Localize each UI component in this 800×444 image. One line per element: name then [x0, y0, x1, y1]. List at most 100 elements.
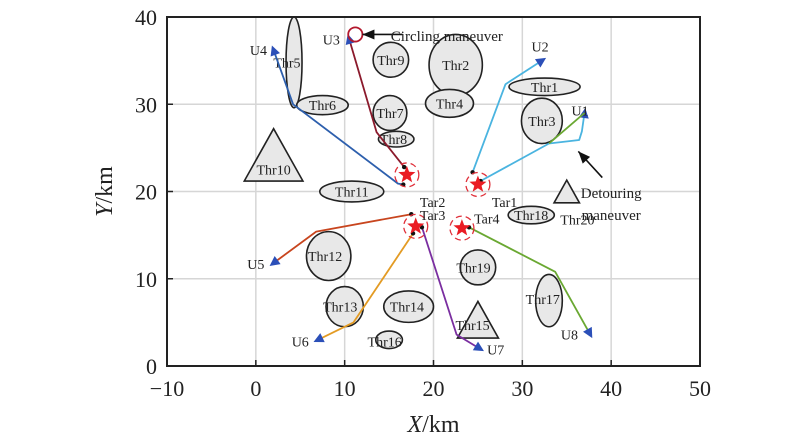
uav-label: U6: [292, 336, 309, 351]
threat-label: Thr11: [335, 186, 369, 201]
target-star-icon: [469, 175, 487, 192]
threat-ellipse: [507, 205, 556, 225]
threat-thr8: Thr8: [377, 130, 415, 148]
threat-thr1: Thr1: [508, 77, 581, 97]
y-axis-label: Y/km: [92, 166, 118, 217]
uav-path: [480, 112, 586, 182]
uav-u3: U3: [323, 34, 407, 170]
uav-path: [273, 213, 412, 264]
uav-u1-alt: [548, 112, 586, 145]
annotation: Detouring: [577, 150, 642, 202]
x-tick-label: 20: [423, 376, 445, 401]
uav-u5: U5: [247, 211, 414, 273]
uav-label: U4: [250, 44, 267, 59]
target-star-icon: [398, 165, 416, 183]
target-range-circle: [465, 171, 491, 198]
uav-marker-icon: [270, 45, 281, 57]
uav-marker-icon: [472, 341, 484, 352]
uav-label: U8: [561, 329, 578, 344]
x-tick-label: −10: [150, 376, 184, 401]
threat-label: Thr15: [455, 319, 489, 334]
x-tick-label: 0: [250, 376, 261, 401]
threat-label: Thr14: [390, 301, 424, 316]
threat-thr15: Thr15: [455, 299, 500, 339]
annotation-text: Circling maneuver: [391, 29, 503, 45]
threat-thr19: Thr19: [456, 249, 497, 286]
x-tick-label: 40: [600, 376, 622, 401]
uav-path: [317, 232, 414, 341]
target-tar3: Tar3: [403, 209, 445, 240]
uav-label: U7: [487, 343, 504, 358]
threat-label: Thr2: [442, 59, 469, 74]
threat-label: Thr10: [256, 164, 290, 179]
uav-path: [348, 38, 405, 168]
threat-thr12: Thr12: [305, 230, 352, 282]
x-axis-label: X/km: [406, 412, 459, 438]
threat-label: Thr3: [528, 115, 555, 130]
threat-label: Thr20: [560, 213, 594, 228]
threat-label: Thr7: [376, 107, 403, 122]
threat-ellipse: [318, 180, 385, 203]
annotation: maneuver: [582, 208, 641, 224]
threat-label: Thr1: [531, 81, 558, 96]
threat-label: Thr19: [456, 261, 490, 276]
uav-u7: U7: [419, 225, 504, 358]
target-range-circle: [403, 213, 429, 240]
target-range-circle: [394, 162, 420, 188]
uav-u8: U8: [466, 225, 593, 344]
y-tick-label: 0: [146, 354, 157, 379]
threat-ellipse: [374, 330, 404, 350]
target-range-circle: [449, 215, 475, 241]
uav-path: [421, 227, 481, 350]
threat-thr18: Thr18: [507, 205, 556, 225]
threat-label: Thr13: [323, 301, 357, 316]
threat-ellipse: [377, 130, 415, 148]
circling-marker: [347, 26, 364, 43]
uav-marker-icon: [313, 333, 325, 343]
target-label: Tar2: [420, 196, 445, 211]
threat-ellipse: [372, 94, 408, 132]
threat-label: Thr18: [514, 209, 548, 224]
x-tick-label: 30: [511, 376, 533, 401]
threat-thr7: Thr7: [372, 94, 408, 132]
threat-label: Thr17: [526, 293, 560, 308]
target-tar4: Tar4: [449, 213, 500, 241]
threat-ellipse: [382, 290, 435, 324]
annotation-text: maneuver: [582, 208, 641, 224]
uav-path: [468, 226, 591, 335]
threat-label: Thr16: [368, 336, 402, 351]
threat-ellipse: [534, 273, 564, 328]
uav-u4: U4: [250, 44, 406, 187]
threat-thr11: Thr11: [318, 180, 385, 203]
annotation-text: Detouring: [581, 186, 642, 202]
threat-triangle: [456, 299, 500, 339]
uav-label: U1: [572, 104, 589, 119]
threat-thr3: Thr3: [520, 97, 564, 145]
threat-thr13: Thr13: [323, 285, 365, 328]
y-tick-label: 20: [135, 180, 157, 205]
threat-triangle: [552, 178, 581, 204]
y-tick-label: 10: [135, 267, 157, 292]
uav-marker-icon: [534, 57, 547, 68]
threat-ellipse: [305, 230, 352, 282]
threat-ellipse: [295, 94, 350, 116]
target-tar2: Tar2: [394, 162, 445, 211]
uav-marker-icon: [269, 256, 281, 267]
threat-thr10: Thr10: [242, 127, 305, 182]
threat-thr17: Thr17: [526, 273, 564, 328]
target-star-icon: [407, 217, 425, 234]
threat-label: Thr9: [377, 54, 404, 69]
target-tar1: Tar1: [465, 171, 517, 211]
threat-ellipse: [459, 249, 497, 286]
threat-triangle: [242, 127, 305, 182]
y-tick-label: 30: [135, 92, 157, 117]
threat-ellipse: [372, 41, 410, 79]
y-tick-label: 40: [135, 5, 157, 30]
threat-thr14: Thr14: [382, 290, 435, 324]
threat-ellipse: [508, 77, 581, 97]
uav-u2: U2: [470, 41, 549, 175]
threat-thr5: Thr5: [273, 16, 303, 109]
threat-thr20: Thr20: [552, 178, 595, 228]
threat-label: Thr4: [436, 97, 463, 112]
